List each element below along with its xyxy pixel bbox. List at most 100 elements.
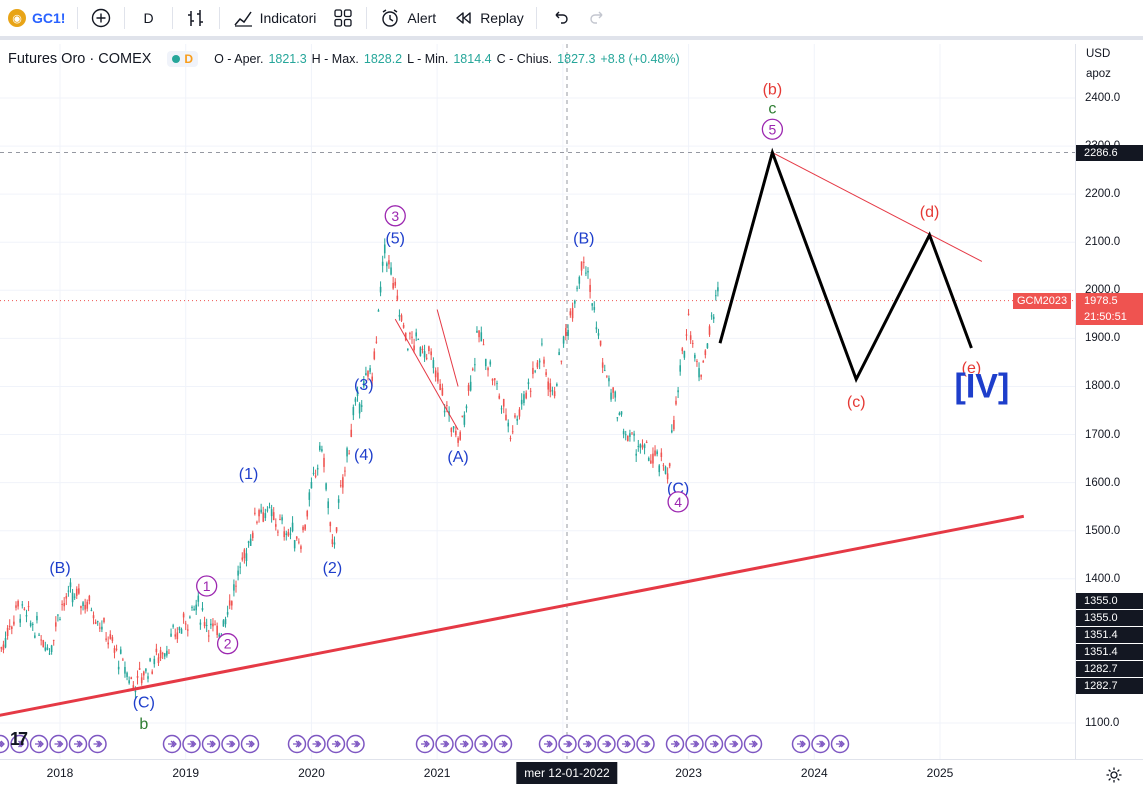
gear-icon[interactable]: [1105, 766, 1123, 784]
candle-body: [258, 510, 260, 516]
change-value: +8.8 (+0.48%): [600, 52, 679, 66]
candle-body: [549, 383, 551, 392]
candle-body: [189, 617, 191, 618]
event-markers[interactable]: [0, 736, 849, 753]
replay-button[interactable]: Replay: [444, 0, 532, 38]
wave-label[interactable]: (B): [49, 560, 70, 577]
wave-label[interactable]: (c): [847, 394, 866, 411]
wave-label[interactable]: (5): [385, 230, 405, 247]
long-term-support-trendline[interactable]: [0, 516, 1024, 716]
redo-button[interactable]: [579, 0, 617, 38]
wave-label[interactable]: (B): [573, 230, 594, 247]
candle-body: [417, 339, 419, 340]
candle-body: [378, 310, 380, 312]
candle-body: [640, 444, 642, 448]
wave-label[interactable]: 4: [674, 494, 682, 510]
price-chart[interactable]: (B)(C)b12(1)(2)(3)(4)3(5)(A)(B)(C)4(b)c5…: [0, 44, 1075, 759]
candle-body: [82, 602, 84, 606]
price-axis[interactable]: USD apoz 2400.02300.02200.02100.02000.01…: [1075, 44, 1143, 759]
wave-label[interactable]: [IV]: [955, 367, 1010, 405]
candle-body: [68, 591, 70, 592]
alert-button[interactable]: Alert: [371, 0, 444, 38]
candle-body: [574, 301, 576, 304]
tradingview-logo[interactable]: 17: [10, 729, 26, 750]
wave-labels[interactable]: (B)(C)b12(1)(2)(3)(4)3(5)(A)(B)(C)4(b)c5…: [49, 81, 1009, 733]
indicators-button[interactable]: Indicatori: [224, 0, 325, 38]
candle-body: [606, 376, 608, 377]
chart-type-button[interactable]: [177, 0, 215, 38]
candle-body: [13, 622, 15, 625]
layouts-button[interactable]: [324, 0, 362, 38]
wave-label[interactable]: 1: [203, 578, 211, 594]
currency-label[interactable]: USD: [1086, 48, 1110, 60]
candle-body: [30, 623, 32, 626]
candle-body: [633, 434, 635, 436]
candle-body: [355, 399, 357, 402]
candle-body: [208, 635, 210, 636]
candle-body: [652, 454, 654, 464]
candle-body: [210, 624, 212, 625]
candle-body: [309, 492, 311, 500]
candle-body: [446, 405, 448, 406]
wave-label[interactable]: (4): [354, 447, 374, 464]
wave-label[interactable]: (d): [920, 204, 940, 221]
symbol-description[interactable]: Futures Oro · COMEX: [8, 51, 151, 67]
candle-body: [72, 593, 74, 602]
candle-body: [394, 282, 396, 286]
wave-label[interactable]: (1): [239, 466, 259, 483]
plus-circle-icon: [90, 7, 112, 29]
low-label: L - Min.: [407, 52, 448, 66]
candle-body: [89, 596, 91, 601]
trendline[interactable]: [772, 153, 982, 262]
wave-projection-path[interactable]: [720, 153, 971, 380]
candle-body: [32, 624, 34, 625]
candle-body: [304, 524, 306, 529]
wave-label[interactable]: (b): [763, 81, 783, 98]
chart-pane[interactable]: (B) (C) b 1 2 (1) (2) (3) (4) 3 (5) (A) (B) (C) 4 (b) c 5…: [0, 44, 1075, 759]
wave-label[interactable]: 3: [391, 208, 399, 224]
high-label: H - Max.: [312, 52, 359, 66]
wave-label[interactable]: b: [139, 716, 148, 733]
wave-label[interactable]: (A): [447, 449, 468, 466]
candle-body: [168, 653, 170, 654]
candle-body: [498, 396, 500, 399]
trendline[interactable]: [437, 310, 458, 387]
candle-body: [317, 468, 319, 469]
undo-button[interactable]: [541, 0, 579, 38]
wave-label[interactable]: 2: [224, 636, 232, 652]
candle-body: [174, 634, 176, 636]
level-price-tag: 1282.7: [1076, 678, 1143, 694]
candle-body: [170, 634, 172, 637]
candle-body: [600, 341, 602, 346]
candle-body: [216, 626, 218, 635]
wave-label[interactable]: (2): [323, 560, 343, 577]
open-value: 1821.3: [268, 52, 306, 66]
time-tick-label: 2025: [927, 766, 954, 780]
candle-body: [45, 647, 47, 650]
candle-body: [623, 431, 625, 434]
wave-label[interactable]: (C): [133, 694, 155, 711]
candle-body: [696, 361, 698, 362]
candle-body: [179, 627, 181, 630]
candle-body: [292, 523, 294, 531]
candle-body: [519, 409, 521, 416]
candle-body: [103, 618, 105, 622]
market-status-badge[interactable]: D: [167, 51, 198, 67]
symbol-search[interactable]: ◉ GC1!: [0, 0, 73, 38]
wave-label[interactable]: c: [768, 101, 776, 118]
candle-body: [677, 390, 679, 392]
candle-body: [399, 315, 401, 317]
wave-label[interactable]: (3): [354, 377, 374, 394]
wave-label[interactable]: 5: [768, 121, 776, 137]
interval-button[interactable]: D: [129, 0, 167, 38]
candle-body: [342, 477, 344, 487]
candle-body: [5, 638, 7, 647]
time-axis[interactable]: 2018 2019 2020 2021 2023 2024 2025 mer 12-01-2…: [0, 759, 1143, 796]
candle-body: [40, 639, 42, 640]
scale-unit-label[interactable]: apoz: [1086, 68, 1111, 80]
candle-body: [455, 431, 457, 435]
candle-body: [692, 343, 694, 344]
price-tick-label: 1600.0: [1085, 477, 1120, 489]
compare-button[interactable]: [82, 0, 120, 38]
trendline[interactable]: [395, 319, 458, 430]
